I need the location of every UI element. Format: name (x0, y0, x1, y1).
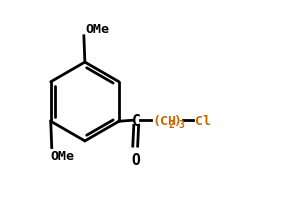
Text: OMe: OMe (51, 149, 75, 162)
Text: 2: 2 (169, 120, 175, 130)
Text: Cl: Cl (195, 114, 211, 127)
Text: C: C (132, 113, 141, 128)
Text: (CH: (CH (152, 114, 176, 127)
Text: ): ) (173, 114, 181, 127)
Text: 3: 3 (179, 120, 184, 130)
Text: OMe: OMe (85, 23, 109, 35)
Text: O: O (131, 152, 140, 167)
